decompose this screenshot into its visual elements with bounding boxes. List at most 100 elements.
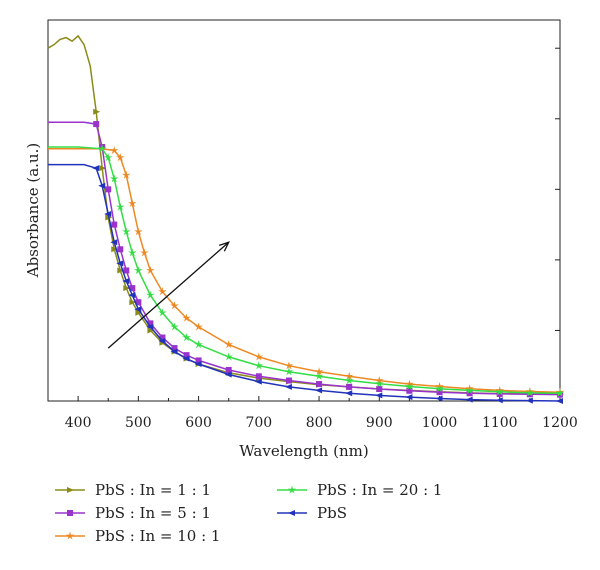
- data-point: [170, 301, 179, 310]
- series-1: [47, 34, 564, 397]
- x-axis: 400 500 600 700 800 900 1000 1100 1200: [47, 396, 578, 431]
- data-point: [158, 308, 167, 317]
- legend-item: PbS : In = 20 : 1: [277, 481, 442, 499]
- data-point: [93, 121, 100, 128]
- data-point: [182, 355, 190, 362]
- data-point: [254, 378, 262, 385]
- annotation-layer: [107, 241, 230, 349]
- data-point: [344, 371, 354, 380]
- data-point: [105, 186, 112, 193]
- data-point: [170, 348, 178, 355]
- data-point: [123, 267, 130, 274]
- data-point: [67, 487, 74, 493]
- data-point: [225, 366, 232, 373]
- data-point: [135, 299, 142, 306]
- data-point: [224, 352, 233, 361]
- x-tick-label: 500: [125, 415, 152, 431]
- x-tick-label: 1000: [422, 415, 458, 431]
- data-point: [496, 390, 503, 397]
- data-point: [224, 340, 233, 349]
- data-point: [65, 531, 75, 540]
- series-5: [48, 163, 563, 404]
- x-axis-title: Wavelength (nm): [239, 442, 368, 460]
- data-point: [344, 376, 354, 385]
- data-point: [117, 267, 125, 274]
- data-point: [117, 246, 124, 253]
- data-point: [92, 165, 100, 172]
- legend-label: PbS : In = 5 : 1: [95, 504, 211, 522]
- plot-frame: [47, 19, 561, 402]
- data-point: [134, 266, 143, 275]
- data-point: [110, 174, 119, 183]
- data-point: [556, 398, 563, 404]
- data-point: [405, 382, 414, 391]
- data-point: [158, 338, 166, 345]
- legend-item: PbS : In = 1 : 1: [55, 481, 211, 499]
- data-point: [116, 153, 125, 162]
- data-point: [284, 383, 292, 390]
- data-point: [158, 287, 167, 296]
- data-point: [159, 334, 166, 341]
- series-line: [47, 34, 560, 395]
- legend-label: PbS : In = 20 : 1: [317, 481, 442, 499]
- data-point: [111, 246, 119, 253]
- data-point: [284, 361, 294, 370]
- series-line: [48, 163, 561, 402]
- data-point: [525, 397, 533, 404]
- data-point: [183, 352, 190, 359]
- data-point: [375, 379, 384, 388]
- data-point: [122, 227, 131, 236]
- data-point: [435, 384, 444, 393]
- data-point: [436, 389, 443, 396]
- data-point: [129, 285, 136, 292]
- data-point: [315, 387, 323, 394]
- x-tick-label: 700: [245, 415, 272, 431]
- data-point: [93, 108, 101, 115]
- data-point: [116, 202, 125, 211]
- data-point: [194, 360, 202, 367]
- data-point: [285, 377, 292, 384]
- data-point: [140, 248, 149, 257]
- data-point: [129, 299, 137, 306]
- data-point: [104, 153, 113, 162]
- data-point: [288, 510, 295, 516]
- data-point: [134, 306, 142, 313]
- data-point: [123, 285, 131, 292]
- data-point: [406, 387, 413, 394]
- legend-label: PbS : In = 10 : 1: [95, 527, 220, 545]
- x-tick-label: 1200: [542, 415, 578, 431]
- legend-item: PbS : In = 5 : 1: [55, 504, 211, 522]
- data-point: [255, 373, 262, 380]
- series-4: [48, 144, 565, 397]
- data-point: [495, 387, 504, 396]
- data-point: [182, 333, 191, 342]
- data-point: [465, 396, 473, 403]
- legend-item: PbS : In = 10 : 1: [55, 527, 220, 545]
- data-point: [194, 340, 203, 349]
- legend-label: PbS: [317, 504, 347, 522]
- data-point: [146, 290, 155, 299]
- x-tick-label: 900: [366, 415, 393, 431]
- x-tick-label: 600: [185, 415, 212, 431]
- series-line: [48, 146, 561, 394]
- data-point: [465, 385, 474, 395]
- data-point: [134, 227, 143, 236]
- y-axis: [555, 47, 560, 331]
- data-point: [376, 386, 383, 393]
- data-point: [116, 260, 124, 267]
- data-point: [346, 383, 353, 390]
- data-point: [170, 322, 179, 331]
- data-point: [194, 322, 203, 331]
- data-point: [99, 165, 107, 172]
- data-point: [182, 313, 191, 322]
- data-point: [147, 320, 154, 327]
- x-tick-label: 800: [306, 415, 333, 431]
- series-layer: [47, 34, 565, 404]
- data-point: [345, 390, 353, 397]
- data-point: [195, 357, 202, 364]
- data-point: [525, 388, 535, 397]
- data-point: [287, 485, 297, 494]
- data-point: [135, 309, 143, 316]
- data-point: [314, 367, 324, 376]
